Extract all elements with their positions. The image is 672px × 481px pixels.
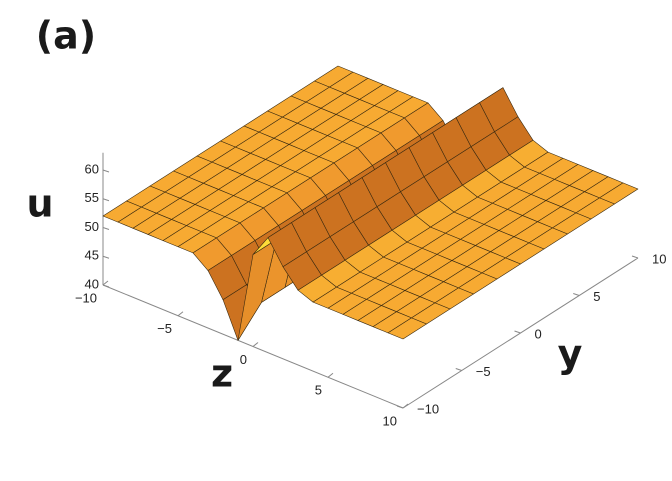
y-tick bbox=[631, 255, 639, 259]
y-tick-label: 10 bbox=[652, 251, 666, 266]
u-tick-label: 40 bbox=[85, 276, 99, 291]
z-tick-label: −10 bbox=[75, 290, 97, 305]
u-tick bbox=[102, 169, 110, 173]
z-tick bbox=[252, 342, 259, 347]
chart-title: (a) bbox=[36, 14, 96, 58]
z-tick-label: 5 bbox=[315, 383, 322, 398]
u-tick-label: 45 bbox=[85, 248, 99, 263]
y-tick-label: 5 bbox=[593, 289, 600, 304]
surface-patch bbox=[387, 317, 427, 340]
u-axis-label: u bbox=[26, 182, 53, 226]
y-tick bbox=[514, 330, 521, 334]
y-tick-label: 0 bbox=[535, 326, 542, 341]
u-tick-label: 60 bbox=[85, 161, 99, 176]
y-tick bbox=[396, 405, 404, 409]
u-tick-label: 50 bbox=[85, 219, 99, 234]
y-tick-label: −10 bbox=[417, 401, 439, 416]
u-tick bbox=[102, 227, 110, 230]
z-tick-label: 0 bbox=[240, 352, 247, 367]
y-tick-label: −5 bbox=[476, 364, 491, 379]
y-tick bbox=[573, 293, 580, 296]
z-tick-label: −5 bbox=[157, 321, 172, 336]
y-axis-label: y bbox=[558, 332, 583, 376]
u-tick bbox=[102, 198, 110, 202]
z-axis-label: z bbox=[211, 352, 233, 396]
u-tick-label: 55 bbox=[85, 190, 99, 205]
z-tick-label: 10 bbox=[383, 413, 397, 428]
z-tick bbox=[402, 403, 409, 409]
y-tick bbox=[455, 368, 462, 371]
z-tick bbox=[327, 372, 334, 378]
u-tick bbox=[102, 284, 110, 288]
z-tick bbox=[177, 311, 184, 317]
u-tick bbox=[102, 255, 110, 259]
z-tick bbox=[102, 280, 109, 286]
